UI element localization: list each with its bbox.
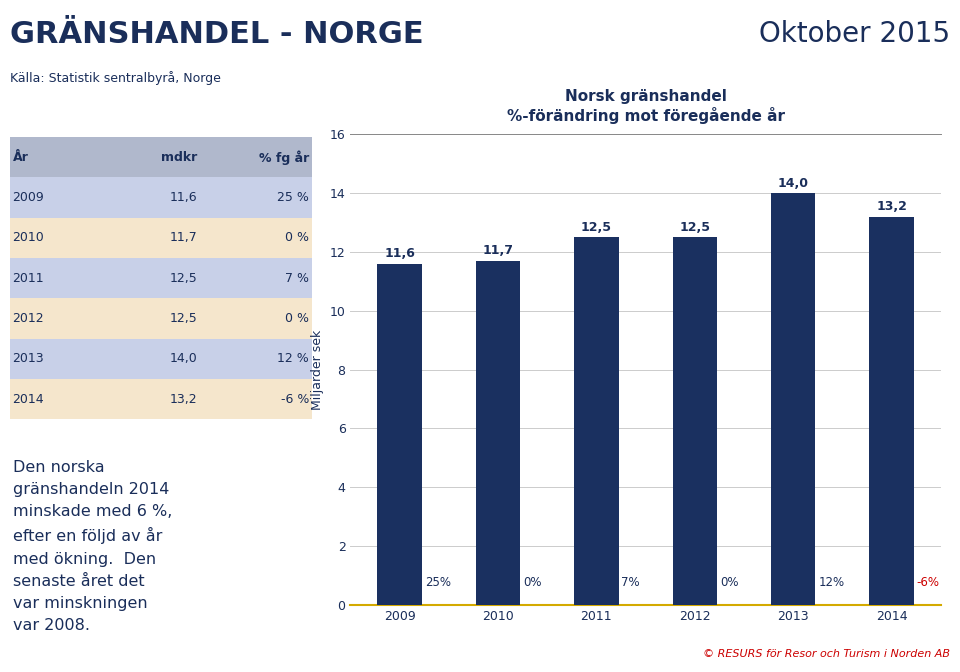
Bar: [377, 264, 421, 605]
Text: 14,0: 14,0: [169, 352, 197, 366]
Bar: [10, 339, 312, 379]
Text: 0%: 0%: [523, 576, 541, 589]
Text: 0 %: 0 %: [285, 231, 309, 245]
Text: 11,6: 11,6: [170, 191, 197, 204]
Bar: [10, 379, 312, 419]
Bar: [10, 298, 312, 339]
Bar: [10, 137, 312, 177]
Text: © RESURS för Resor och Turism i Norden AB: © RESURS för Resor och Turism i Norden A…: [704, 648, 950, 659]
Text: 2014: 2014: [12, 392, 44, 406]
Text: 11,6: 11,6: [384, 247, 415, 260]
Text: 14,0: 14,0: [778, 177, 808, 190]
Bar: [476, 261, 520, 605]
Title: Norsk gränshandel
%-förändring mot föregående år: Norsk gränshandel %-förändring mot föreg…: [507, 89, 784, 124]
Bar: [574, 237, 618, 605]
Text: 11,7: 11,7: [169, 231, 197, 245]
Text: 25 %: 25 %: [277, 191, 309, 204]
Text: Källa: Statistik sentralbyrå, Norge: Källa: Statistik sentralbyrå, Norge: [10, 71, 221, 85]
Bar: [10, 177, 312, 218]
Bar: [771, 194, 815, 605]
Text: 12,5: 12,5: [680, 221, 710, 234]
Text: 12%: 12%: [818, 576, 845, 589]
Text: 2012: 2012: [12, 312, 44, 325]
Bar: [10, 258, 312, 298]
Text: mdkr: mdkr: [161, 151, 197, 164]
Text: 13,2: 13,2: [876, 200, 907, 213]
Text: 0%: 0%: [720, 576, 738, 589]
Bar: [10, 218, 312, 258]
Text: GRÄNSHANDEL - NORGE: GRÄNSHANDEL - NORGE: [10, 20, 423, 49]
Text: 13,2: 13,2: [170, 392, 197, 406]
Y-axis label: Miljarder sek: Miljarder sek: [311, 329, 324, 410]
Text: År: År: [12, 151, 29, 164]
Text: 7%: 7%: [621, 576, 640, 589]
Text: Oktober 2015: Oktober 2015: [759, 20, 950, 48]
Text: 2010: 2010: [12, 231, 44, 245]
Text: 25%: 25%: [424, 576, 450, 589]
Text: 7 %: 7 %: [285, 271, 309, 285]
Text: -6%: -6%: [917, 576, 940, 589]
Text: 12,5: 12,5: [581, 221, 612, 234]
Text: 12,5: 12,5: [169, 312, 197, 325]
Bar: [870, 217, 914, 605]
Text: 12 %: 12 %: [277, 352, 309, 366]
Text: 11,7: 11,7: [483, 245, 514, 257]
Text: -6 %: -6 %: [280, 392, 309, 406]
Text: 2009: 2009: [12, 191, 44, 204]
Text: 2013: 2013: [12, 352, 44, 366]
Text: % fg år: % fg år: [259, 150, 309, 165]
Text: 2011: 2011: [12, 271, 44, 285]
Text: 12,5: 12,5: [169, 271, 197, 285]
Text: 0 %: 0 %: [285, 312, 309, 325]
Text: Den norska
gränshandeln 2014
minskade med 6 %,
efter en följd av år
med ökning. : Den norska gränshandeln 2014 minskade me…: [12, 460, 172, 633]
Bar: [673, 237, 717, 605]
